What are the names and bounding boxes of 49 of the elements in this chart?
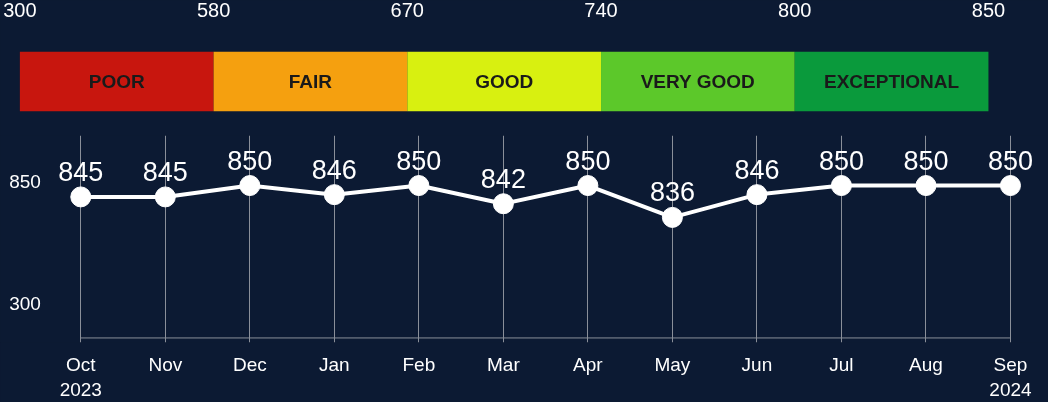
point — [999, 175, 1021, 197]
point — [154, 186, 176, 208]
point — [661, 206, 683, 228]
x-tick-label: Dec — [232, 353, 267, 375]
x-tick-label: Apr — [573, 353, 604, 375]
text: 740 — [584, 0, 618, 22]
data-label: 845 — [142, 156, 188, 187]
point — [915, 175, 937, 197]
point — [239, 175, 261, 197]
category-label: POOR — [88, 71, 145, 92]
point — [577, 175, 599, 197]
x-tick-label: Sep 2024 — [989, 353, 1033, 400]
data-label: 850 — [818, 145, 864, 176]
text: 300 — [3, 0, 37, 22]
x-tick-label: Mar — [487, 353, 521, 375]
x-tick-label: Nov — [148, 353, 183, 375]
text: 800 — [778, 0, 812, 22]
category-label: EXCEPTIONAL — [824, 71, 960, 92]
data-label: 842 — [480, 163, 526, 194]
x-tick-label: Jun — [741, 353, 773, 375]
text: 670 — [390, 0, 424, 22]
point — [492, 193, 514, 215]
text: 850 — [971, 0, 1006, 22]
data-label: 850 — [227, 145, 273, 176]
data-label: 846 — [311, 154, 357, 185]
data-label: 850 — [903, 145, 949, 176]
text: 580 — [196, 0, 231, 22]
category-label: FAIR — [288, 71, 333, 92]
annotation: 850 — [9, 170, 41, 192]
data-label: 845 — [58, 156, 104, 187]
x-tick-label: Jul — [829, 353, 854, 375]
x-tick-label: Jan — [319, 353, 350, 375]
x-tick-label: May — [654, 353, 691, 375]
category-label: VERY GOOD — [640, 71, 755, 92]
data-label: 846 — [734, 154, 780, 185]
data-label: 850 — [987, 145, 1034, 176]
point — [323, 184, 345, 206]
category-label: GOOD — [475, 71, 534, 92]
point — [830, 175, 852, 197]
point — [746, 184, 768, 206]
annotation: 300 — [9, 293, 41, 315]
x-tick-label: Feb — [402, 353, 436, 375]
point — [70, 186, 92, 208]
data-label: 850 — [396, 145, 442, 176]
x-tick-label: Oct 2023 — [59, 353, 102, 400]
data-label: 836 — [649, 177, 695, 208]
data-label: 850 — [565, 145, 611, 176]
x-tick-label: Aug — [909, 353, 943, 375]
point — [408, 175, 430, 197]
